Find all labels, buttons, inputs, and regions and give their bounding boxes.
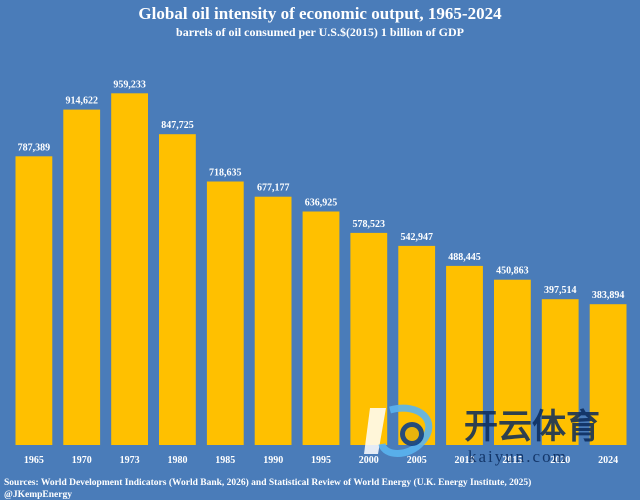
chart-subtitle: barrels of oil consumed per U.S.$(2015) … bbox=[176, 25, 464, 39]
bar-2024 bbox=[589, 304, 627, 445]
x-tick-label-1970: 1970 bbox=[72, 455, 92, 466]
data-label-1990: 677,177 bbox=[257, 183, 290, 194]
data-label-2024: 383,894 bbox=[592, 290, 625, 301]
data-label-2015: 450,863 bbox=[496, 266, 529, 277]
bar-2020 bbox=[541, 299, 579, 445]
bar-1980 bbox=[159, 134, 196, 445]
x-tick-label-2020: 2020 bbox=[550, 455, 570, 466]
x-tick-label-1990: 1990 bbox=[263, 455, 283, 466]
data-label-1965: 787,389 bbox=[18, 142, 51, 153]
data-label-2020: 397,514 bbox=[544, 285, 577, 296]
data-label-2010: 488,445 bbox=[448, 252, 481, 263]
bar-1995 bbox=[302, 211, 340, 445]
x-tick-label-1995: 1995 bbox=[311, 455, 331, 466]
x-tick-label-2000: 2000 bbox=[359, 455, 379, 466]
x-tick-label-1965: 1965 bbox=[24, 455, 44, 466]
data-label-1995: 636,925 bbox=[305, 198, 338, 209]
bar-1965 bbox=[15, 156, 53, 446]
x-tick-label-2005: 2005 bbox=[407, 455, 427, 466]
watermark-url: kaiyun.com bbox=[468, 447, 568, 466]
chart-title: Global oil intensity of economic output,… bbox=[138, 4, 502, 23]
watermark: 开云体育 kaiyun.com bbox=[364, 404, 600, 466]
x-tick-label-1980: 1980 bbox=[168, 455, 188, 466]
watermark-text: 开云体育 bbox=[464, 408, 600, 446]
x-tick-label-1973: 1973 bbox=[120, 455, 140, 466]
bar-1973 bbox=[111, 93, 148, 446]
data-label-1985: 718,635 bbox=[209, 168, 242, 179]
data-label-2005: 542,947 bbox=[400, 232, 433, 243]
x-tick-label-2015: 2015 bbox=[502, 455, 522, 466]
data-label-2000: 578,523 bbox=[353, 219, 386, 230]
data-label-1970: 914,622 bbox=[66, 96, 99, 107]
data-label-1973: 959,233 bbox=[113, 79, 146, 90]
x-tick-label-1985: 1985 bbox=[215, 455, 235, 466]
bar-1985 bbox=[206, 181, 244, 445]
bar-1990 bbox=[254, 196, 292, 445]
kaiyun-logo-icon bbox=[364, 404, 433, 457]
bar-1970 bbox=[63, 109, 101, 445]
x-tick-label-2024: 2024 bbox=[598, 455, 618, 466]
author-handle: @JKempEnergy bbox=[4, 490, 72, 500]
source-note: Sources: World Development Indicators (W… bbox=[4, 478, 532, 488]
bar-2010 bbox=[446, 265, 483, 445]
x-tick-label-2010: 2010 bbox=[455, 455, 475, 466]
bar-2015 bbox=[494, 279, 531, 445]
data-label-1980: 847,725 bbox=[161, 120, 194, 131]
